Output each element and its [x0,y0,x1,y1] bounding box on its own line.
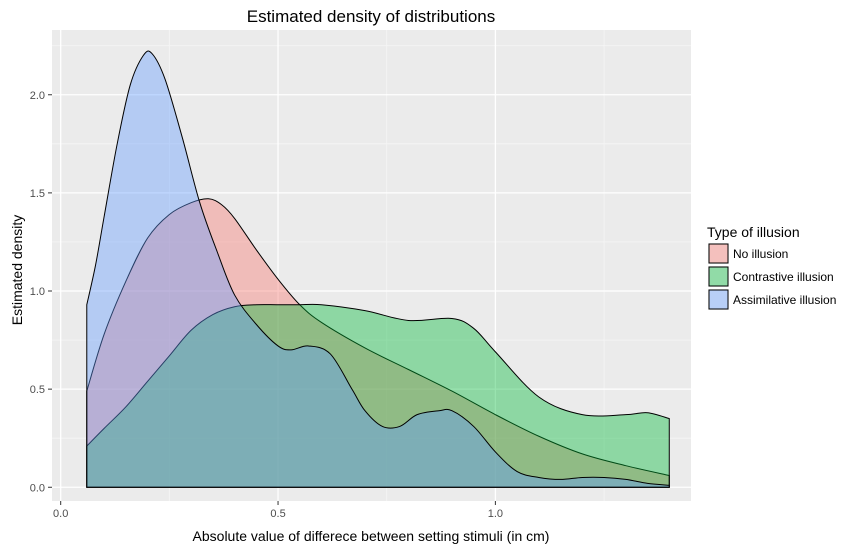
x-tick-label: 1.0 [488,508,503,520]
density-areas [86,50,670,488]
x-tick-label: 0.0 [53,508,68,520]
chart-title: Estimated density of distributions [247,7,496,26]
legend-label-assimilative-illusion: Assimilative illusion [733,293,836,307]
legend-key-bg [708,243,729,264]
x-tick-label: 0.5 [270,508,285,520]
legend-title: Type of illusion [707,224,800,240]
density-area-contrastive-illusion [86,303,670,488]
legend-swatch-contrastive-illusion [708,266,729,287]
legend-swatch-no-illusion [708,243,729,264]
x-axis-title: Absolute value of differece between sett… [193,528,550,544]
density-area-assimilative-illusion [86,50,670,488]
legend-swatch-assimilative-illusion [708,289,729,310]
y-axis-title: Estimated density [9,215,25,326]
legend-key-bg [708,289,729,310]
legend-label-contrastive-illusion: Contrastive illusion [733,270,834,284]
density-area-no-illusion [86,198,670,488]
y-tick-label: 1.0 [30,286,45,298]
legend: Type of illusion No illusion Contrastive … [707,224,836,310]
legend-label-no-illusion: No illusion [733,247,788,261]
y-tick-label: 0.5 [30,384,45,396]
legend-key-bg [708,266,729,287]
y-tick-label: 0.0 [30,482,45,494]
panel-background [52,30,691,501]
grid-lines [52,30,691,501]
y-tick-label: 2.0 [30,90,45,102]
axes: 0.0 0.5 1.0 0.0 0.5 1.0 1.5 2.0 [30,90,503,520]
y-tick-label: 1.5 [30,188,45,200]
